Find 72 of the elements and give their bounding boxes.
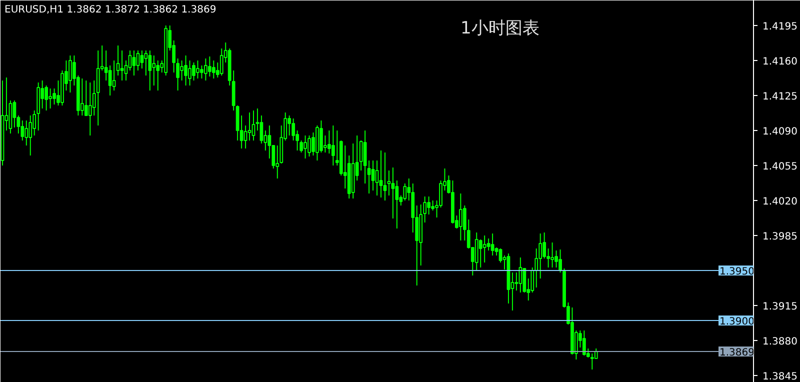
candlestick [371, 160, 375, 191]
candlestick [24, 120, 28, 146]
candlestick [379, 150, 383, 198]
candlestick [320, 120, 323, 153]
candlestick [482, 235, 486, 263]
candlestick [88, 82, 92, 136]
candlestick [363, 130, 367, 184]
candlestick [112, 60, 116, 91]
candlestick [594, 348, 598, 359]
candlestick [331, 125, 335, 166]
candlestick [308, 135, 311, 157]
candlestick [244, 125, 248, 149]
candlestick [490, 233, 494, 256]
candlestick [136, 50, 140, 71]
candlestick [208, 56, 212, 77]
y-tick-label: 1.3880 [762, 336, 798, 348]
candlestick [478, 239, 482, 268]
candlestick [144, 50, 148, 76]
candlestick [120, 50, 124, 81]
candlestick [582, 330, 586, 356]
candlestick [518, 257, 522, 293]
candlestick [387, 170, 391, 196]
candlestick [260, 115, 264, 144]
candlestick [550, 242, 554, 268]
candlestick [84, 80, 88, 116]
candlestick [458, 193, 462, 241]
y-tick-label: 1.4195 [762, 22, 798, 32]
candlestick [200, 65, 204, 79]
chart-title: EURUSD,H1 1.3862 1.3872 1.3862 1.3869 [4, 4, 216, 16]
candlestick [375, 160, 379, 196]
candlestick [212, 60, 216, 79]
candlestick [52, 88, 56, 105]
candlestick [196, 60, 200, 79]
candlestick [68, 55, 72, 93]
candlestick [184, 55, 188, 86]
candlestick [128, 50, 132, 71]
candlestick [204, 58, 208, 81]
candlestick [116, 45, 120, 76]
candlestick [180, 60, 184, 81]
candlestick [252, 110, 256, 141]
candlestick [292, 118, 296, 141]
y-tick-label: 1.3845 [762, 372, 798, 382]
candlestick [427, 196, 430, 215]
y-tick-label: 1.4020 [762, 196, 798, 208]
ref-line-label: 1.3869 [720, 348, 754, 358]
candlestick [367, 160, 371, 194]
candlestick [152, 55, 156, 86]
annotation: 1小时图表 [460, 18, 540, 38]
candlestick [48, 88, 52, 109]
candlestick [590, 353, 594, 370]
candlestick [474, 232, 478, 271]
candlestick [140, 50, 144, 69]
y-tick-label: 1.4090 [762, 126, 798, 138]
candlestick [304, 135, 307, 159]
candlestick [132, 50, 136, 76]
y-tick-label: 1.3985 [762, 232, 798, 242]
candlestick [148, 50, 152, 91]
candlestick [28, 115, 32, 156]
ref-line-label: 1.3900 [720, 316, 754, 328]
ref-line-label: 1.3950 [720, 266, 754, 278]
y-tick-label: 1.3915 [762, 302, 798, 312]
candlestick [80, 78, 84, 116]
candlestick [498, 248, 502, 263]
candlestick [248, 112, 252, 141]
y-tick-label: 1.4160 [762, 56, 798, 68]
y-tick-label: 1.4125 [762, 92, 798, 102]
candlestick [288, 115, 292, 136]
candlestick [383, 152, 387, 201]
y-tick-label: 1.4055 [762, 162, 798, 172]
candlestick [192, 62, 196, 81]
candlestick [431, 200, 434, 211]
candlestick [391, 167, 395, 219]
